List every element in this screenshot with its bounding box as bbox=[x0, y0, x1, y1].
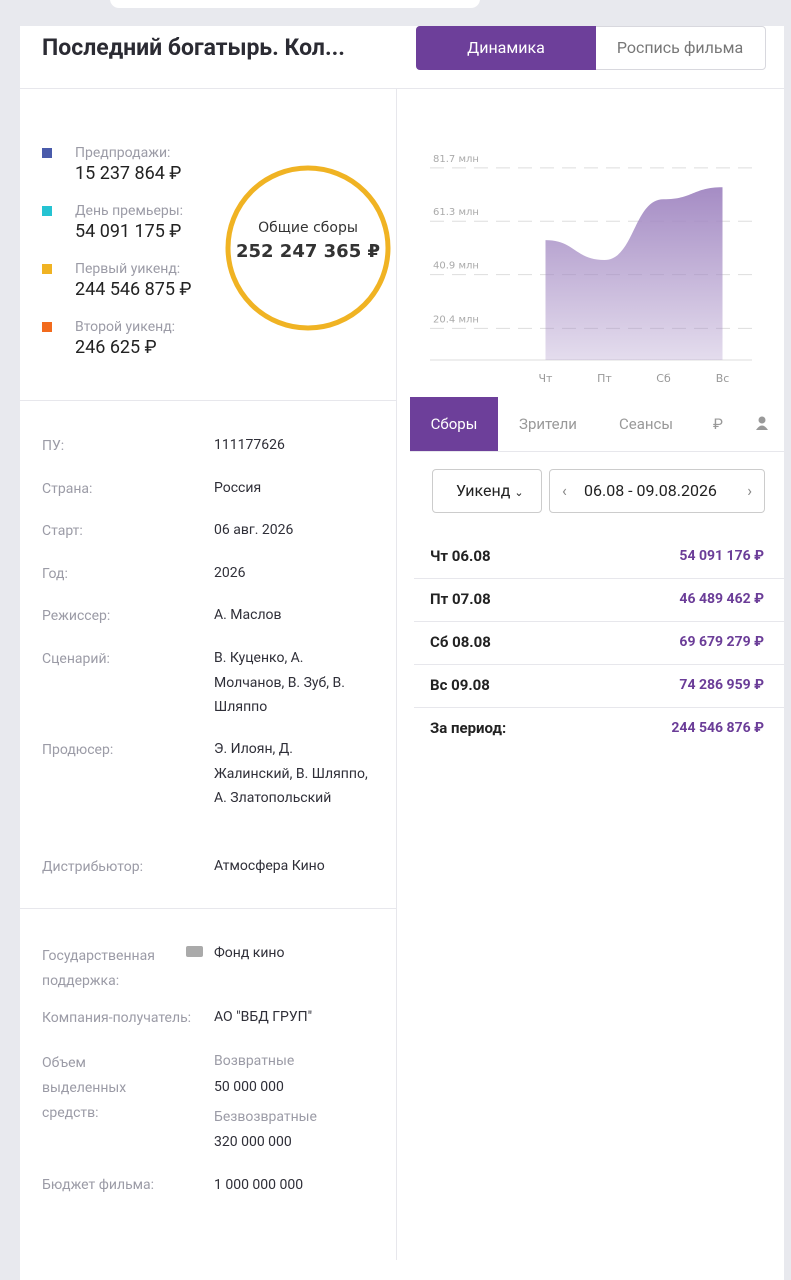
company-label: Компания-получатель: bbox=[42, 1010, 192, 1026]
chevron: ⌄ bbox=[514, 486, 524, 499]
legend-swatch bbox=[42, 206, 52, 216]
info-label: Сценарий: bbox=[42, 651, 110, 667]
day: Пт 07.08 bbox=[430, 590, 491, 608]
info-label: Страна: bbox=[42, 481, 93, 497]
support-label: Государственная поддержка: bbox=[42, 948, 155, 989]
legend-swatch bbox=[42, 148, 52, 158]
returnable-label: Возвратные bbox=[214, 1053, 295, 1069]
nonreturnable-value: 320 000 000 bbox=[214, 1134, 292, 1150]
budget-label: Бюджет фильма: bbox=[42, 1177, 155, 1193]
divider bbox=[396, 88, 397, 1260]
x-tick-label: Вс bbox=[716, 372, 730, 385]
info-value: Россия bbox=[214, 480, 262, 496]
movie-title: Последний богатырь. Кол... bbox=[42, 34, 345, 61]
y-tick-label: 20.4 млн bbox=[433, 314, 479, 325]
y-tick-label: 40.9 млн bbox=[433, 261, 479, 272]
info-label: ПУ: bbox=[42, 438, 65, 454]
total-row: За период: 244 546 876 ₽ bbox=[414, 707, 784, 750]
funds-label: Объем выделенных средств: bbox=[42, 1055, 127, 1121]
next-arrow[interactable]: › bbox=[747, 481, 752, 500]
y-tick-label: 61.3 млн bbox=[433, 207, 479, 218]
amount: 74 286 959 ₽ bbox=[679, 677, 764, 693]
amount: 69 679 279 ₽ bbox=[679, 634, 764, 650]
stats-tab-active[interactable]: Сборы bbox=[410, 397, 498, 451]
chart: 20.4 млн 40.9 млн 61.3 млн 81.7 млн Чт Пт Сб Вс bbox=[430, 154, 752, 385]
stats-row: Чт 06.08 54 091 176 ₽ bbox=[414, 535, 784, 579]
info-value: 06 авг. 2026 bbox=[214, 522, 294, 538]
total-label: Общие сборы bbox=[258, 220, 358, 236]
returnable-value: 50 000 000 bbox=[214, 1079, 284, 1095]
prev-arrow[interactable]: ‹ bbox=[562, 481, 567, 500]
legend-label: Предпродажи: bbox=[75, 145, 171, 161]
legend-value: 54 091 175 ₽ bbox=[75, 221, 182, 242]
x-tick-label: Пт bbox=[597, 372, 612, 385]
company-value: АО "ВБД ГРУП" bbox=[214, 1009, 313, 1025]
donut: Общие сборы 252 247 365 ₽ bbox=[225, 165, 391, 331]
info-value: Э. Илоян, Д. Жалинский, В. Шляппо, А. Зл… bbox=[214, 741, 368, 806]
area bbox=[545, 187, 723, 360]
legend-value: 244 546 875 ₽ bbox=[75, 279, 192, 300]
info-label: Дистрибьютор: bbox=[42, 859, 143, 875]
total-label: За период: bbox=[430, 719, 507, 737]
legend-value: 246 625 ₽ bbox=[75, 337, 157, 358]
legend-swatch bbox=[42, 322, 52, 332]
divider bbox=[410, 451, 784, 452]
info-label: Продюсер: bbox=[42, 742, 114, 758]
person-icon-svg bbox=[756, 416, 768, 430]
fk-icon bbox=[186, 946, 203, 957]
day: Вс 09.08 bbox=[430, 676, 490, 694]
total-value: 244 546 876 ₽ bbox=[671, 720, 764, 736]
info-value: 2026 bbox=[214, 565, 246, 581]
legend-value: 15 237 864 ₽ bbox=[75, 163, 182, 184]
day: Сб 08.08 bbox=[430, 633, 491, 651]
stats-tab[interactable]: ₽ bbox=[713, 415, 723, 433]
budget-value: 1 000 000 000 bbox=[214, 1177, 304, 1193]
y-tick-label: 81.7 млн bbox=[433, 154, 479, 165]
donut-ring bbox=[225, 165, 391, 331]
support-value: Фонд кино bbox=[214, 945, 285, 961]
day: Чт 06.08 bbox=[430, 547, 491, 565]
stats-tab[interactable]: Сеансы bbox=[618, 415, 674, 433]
tab-active[interactable]: Динамика bbox=[416, 26, 596, 70]
period-select[interactable]: Уикенд ⌄ bbox=[432, 469, 542, 513]
info-label: Год: bbox=[42, 566, 68, 582]
stats-row: Вс 09.08 74 286 959 ₽ bbox=[414, 664, 784, 708]
date-range[interactable]: ‹ 06.08 - 09.08.2026 › bbox=[549, 469, 765, 513]
stats-row: Сб 08.08 69 679 279 ₽ bbox=[414, 621, 784, 665]
search-pill bbox=[110, 0, 480, 8]
period-text: Уикенд bbox=[456, 481, 511, 500]
info-value: 111177626 bbox=[214, 437, 285, 453]
tab[interactable]: Роспись фильма bbox=[616, 38, 744, 57]
divider bbox=[20, 400, 396, 401]
nonreturnable-label: Безвозвратные bbox=[214, 1109, 317, 1125]
range-text: 06.08 - 09.08.2026 bbox=[584, 481, 717, 500]
legend-swatch bbox=[42, 264, 52, 274]
total-value: 252 247 365 ₽ bbox=[236, 241, 380, 262]
stats-row: Пт 07.08 46 489 462 ₽ bbox=[414, 578, 784, 622]
legend-label: Второй уикенд: bbox=[75, 319, 176, 335]
x-tick-label: Чт bbox=[539, 372, 554, 385]
amount: 54 091 176 ₽ bbox=[679, 548, 764, 564]
divider bbox=[20, 88, 784, 89]
info-label: Режиссер: bbox=[42, 608, 111, 624]
x-tick-label: Сб bbox=[656, 372, 671, 385]
info-value: Атмосфера Кино bbox=[214, 858, 325, 874]
info-value: В. Куценко, А. Молчанов, В. Зуб, В. Шляп… bbox=[214, 650, 345, 715]
info-label: Старт: bbox=[42, 523, 83, 539]
info-value: А. Маслов bbox=[214, 607, 282, 623]
stats-tab[interactable]: Зрители bbox=[519, 415, 577, 433]
legend-label: Первый уикенд: bbox=[75, 261, 181, 277]
legend-label: День премьеры: bbox=[75, 203, 183, 219]
divider bbox=[20, 908, 396, 909]
person-icon[interactable] bbox=[752, 414, 772, 434]
amount: 46 489 462 ₽ bbox=[679, 591, 764, 607]
